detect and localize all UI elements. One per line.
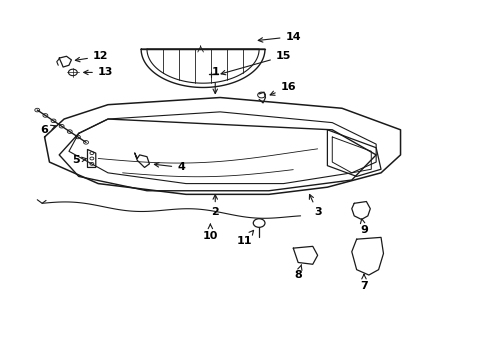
Text: 12: 12 xyxy=(75,51,108,62)
Text: 8: 8 xyxy=(294,265,302,280)
Text: 16: 16 xyxy=(269,82,296,95)
Text: 9: 9 xyxy=(359,219,367,235)
Text: 2: 2 xyxy=(211,195,219,217)
Text: 11: 11 xyxy=(236,230,253,246)
Text: 5: 5 xyxy=(72,155,86,165)
Text: 3: 3 xyxy=(309,194,321,217)
Text: 1: 1 xyxy=(211,67,219,94)
Text: 14: 14 xyxy=(258,32,301,42)
Text: 10: 10 xyxy=(202,224,218,240)
Text: 15: 15 xyxy=(221,51,290,75)
Text: 13: 13 xyxy=(83,67,113,77)
Text: 7: 7 xyxy=(359,274,367,291)
Text: 4: 4 xyxy=(154,162,184,172)
Text: 6: 6 xyxy=(41,125,55,135)
